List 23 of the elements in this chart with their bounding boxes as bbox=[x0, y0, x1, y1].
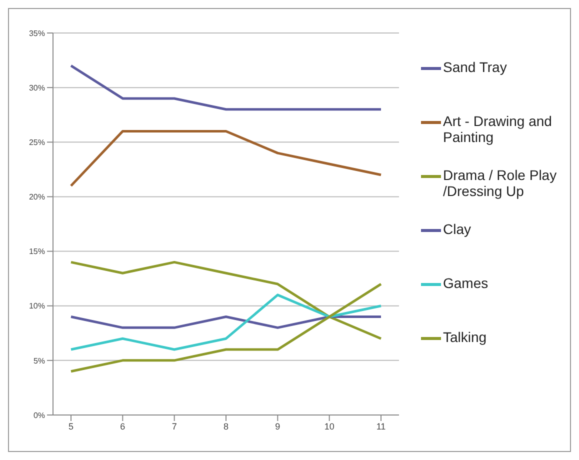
legend-label: Art - Drawing and Painting bbox=[443, 113, 553, 145]
y-tick-label: 35% bbox=[28, 28, 45, 38]
legend-label: Drama / Role Play /Dressing Up bbox=[443, 167, 558, 199]
y-tick-label: 5% bbox=[33, 356, 45, 366]
x-tick-label: 11 bbox=[376, 421, 386, 432]
y-tick-label: 25% bbox=[28, 138, 45, 147]
line-series bbox=[70, 294, 382, 351]
x-tick-label: 5 bbox=[68, 421, 74, 432]
x-tick-label: 7 bbox=[172, 421, 177, 432]
legend-label: Games bbox=[443, 275, 488, 291]
x-tick-label: 10 bbox=[324, 421, 334, 432]
x-tick-label: 8 bbox=[223, 421, 229, 432]
x-tick-label: 6 bbox=[120, 421, 126, 432]
y-tick-label: 10% bbox=[28, 302, 45, 311]
legend-label: Clay bbox=[443, 221, 472, 237]
y-tick-label: 30% bbox=[28, 83, 45, 92]
x-tick-label: 9 bbox=[275, 421, 280, 432]
legend-label: Talking bbox=[443, 329, 487, 345]
line-series bbox=[70, 130, 382, 188]
y-tick-label: 20% bbox=[28, 192, 45, 202]
y-tick-label: 15% bbox=[28, 247, 45, 256]
legend-label: Sand Tray bbox=[443, 59, 507, 75]
y-tick-label: 0% bbox=[33, 410, 45, 420]
